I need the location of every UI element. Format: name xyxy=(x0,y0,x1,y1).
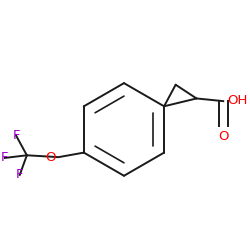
Text: F: F xyxy=(12,129,20,142)
Text: O: O xyxy=(46,150,56,164)
Text: O: O xyxy=(218,130,228,143)
Text: F: F xyxy=(16,168,24,181)
Text: OH: OH xyxy=(228,94,248,107)
Text: F: F xyxy=(1,152,8,164)
